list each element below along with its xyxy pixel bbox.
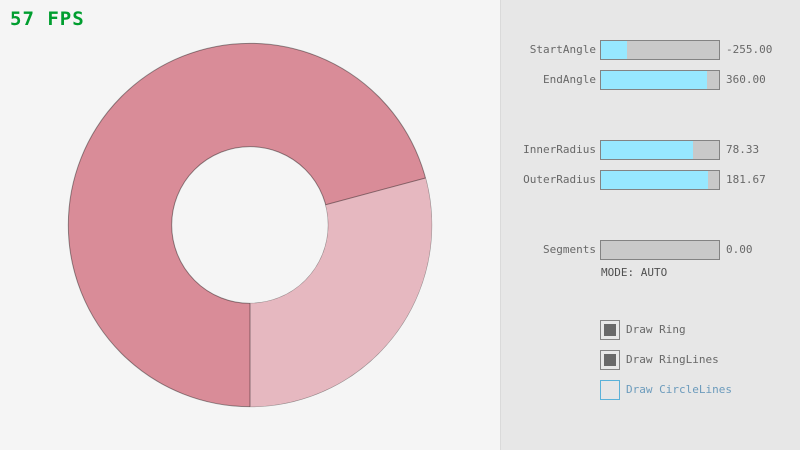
slider-value: -255.00	[726, 43, 773, 56]
fps-counter: 57 FPS	[10, 8, 85, 30]
slider-fill	[601, 141, 693, 159]
slider-bar[interactable]	[600, 170, 720, 190]
slider-label: OuterRadius	[523, 173, 596, 186]
checkbox-check-mark	[604, 354, 616, 366]
checkbox-label: Draw RingLines	[626, 353, 719, 366]
slider-fill	[601, 71, 707, 89]
slider-value: 360.00	[726, 73, 766, 86]
checkbox-row-draw-ringlines: Draw RingLines	[501, 350, 800, 370]
ring-wedge-single-pass	[250, 177, 432, 407]
slider-row-endangle: EndAngle 360.00	[501, 70, 800, 90]
slider-row-innerradius: InnerRadius 78.33	[501, 140, 800, 160]
checkbox[interactable]	[600, 350, 620, 370]
slider-row-outerradius: OuterRadius 181.67	[501, 170, 800, 190]
checkbox-row-draw-ring: Draw Ring	[501, 320, 800, 340]
checkbox-row-draw-circlelines: Draw CircleLines	[501, 380, 800, 400]
slider-label: Segments	[543, 243, 596, 256]
slider-value: 0.00	[726, 243, 753, 256]
checkbox-label: Draw CircleLines	[626, 383, 732, 396]
checkbox[interactable]	[600, 380, 620, 400]
checkbox-label: Draw Ring	[626, 323, 686, 336]
slider-value: 78.33	[726, 143, 760, 156]
slider-bar[interactable]	[600, 70, 720, 90]
slider-bar[interactable]	[600, 240, 720, 260]
ring-boundary-line-upper	[325, 177, 426, 206]
checkbox-check-mark	[604, 324, 616, 336]
slider-value: 181.67	[726, 173, 766, 186]
control-panel: StartAngle -255.00 EndAngle 360.00 Inner…	[500, 0, 800, 450]
slider-label: EndAngle	[543, 73, 596, 86]
slider-row-segments: Segments 0.00	[501, 240, 800, 260]
slider-label: StartAngle	[529, 43, 596, 56]
slider-fill	[601, 41, 627, 59]
slider-bar[interactable]	[600, 40, 720, 60]
slider-bar[interactable]	[600, 140, 720, 160]
checkbox[interactable]	[600, 320, 620, 340]
mode-label: MODE: AUTO	[601, 266, 668, 279]
slider-row-startangle: StartAngle -255.00	[501, 40, 800, 60]
slider-fill	[601, 171, 708, 189]
slider-label: InnerRadius	[523, 143, 596, 156]
